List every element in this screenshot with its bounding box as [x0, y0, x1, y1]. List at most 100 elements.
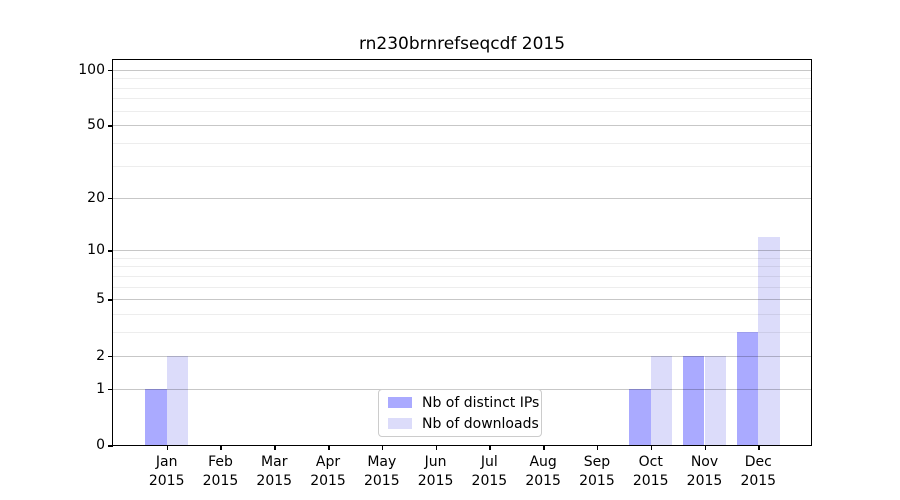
bar-downloads — [166, 355, 189, 445]
bar-distinct-ips — [145, 388, 167, 445]
x-tick-label: Jul 2015 — [454, 453, 524, 491]
x-tick-label: Jun 2015 — [401, 453, 471, 491]
bar-downloads — [704, 355, 727, 445]
x-tick-year: 2015 — [579, 473, 615, 489]
x-tick-year: 2015 — [310, 473, 346, 489]
x-tick-month: Nov — [690, 454, 719, 470]
gridline-minor — [113, 165, 811, 167]
y-tick-label: 100 — [78, 61, 105, 78]
x-tick — [543, 445, 545, 450]
y-tick — [108, 197, 113, 199]
gridline-minor — [113, 257, 811, 259]
gridline-minor — [113, 286, 811, 288]
y-tick — [108, 355, 113, 358]
x-tick — [274, 445, 276, 450]
gridline-major — [113, 197, 811, 199]
x-tick-year: 2015 — [256, 473, 293, 489]
x-tick-month: Apr — [315, 454, 341, 470]
x-tick-year: 2015 — [417, 473, 454, 489]
gridline-minor — [113, 78, 811, 80]
x-tick-month: Jun — [424, 454, 447, 470]
y-tick-label: 2 — [96, 347, 105, 364]
bar-distinct-ips — [629, 388, 651, 445]
x-tick-label: Mar 2015 — [239, 453, 309, 491]
x-tick — [758, 445, 760, 450]
legend-label-distinct-ips: Nb of distinct IPs — [422, 394, 540, 411]
bar-downloads — [758, 236, 780, 445]
gridline-minor — [113, 143, 811, 145]
y-tick — [108, 299, 113, 301]
gridline-major — [113, 69, 811, 71]
x-tick-label: Sep 2015 — [562, 453, 632, 491]
x-tick-month: Feb — [208, 454, 233, 470]
x-tick-year: 2015 — [202, 473, 239, 489]
bar-distinct-ips — [736, 332, 759, 445]
legend-item-downloads: Nb of downloads — [388, 415, 539, 432]
legend-item-distinct-ips: Nb of distinct IPs — [388, 394, 539, 411]
x-tick-month: Mar — [261, 454, 288, 470]
x-tick-label: May 2015 — [347, 453, 417, 491]
x-tick-label: Dec 2015 — [723, 453, 793, 491]
bar-downloads — [650, 355, 673, 445]
x-tick-label: Nov 2015 — [670, 453, 740, 491]
legend: Nb of distinct IPs Nb of downloads — [378, 389, 542, 437]
gridline-major — [113, 299, 811, 301]
x-tick-month: Aug — [529, 454, 557, 470]
plot-area — [113, 60, 811, 445]
gridline-minor — [113, 110, 811, 112]
x-tick — [220, 445, 222, 450]
x-tick-year: 2015 — [525, 473, 561, 489]
y-tick — [108, 445, 113, 447]
gridline-minor — [113, 275, 811, 277]
x-tick-month: Jan — [155, 454, 178, 470]
gridline-major — [113, 125, 811, 127]
x-tick-year: 2015 — [471, 473, 508, 489]
x-tick-label: Apr 2015 — [293, 453, 363, 491]
x-tick — [166, 445, 169, 450]
x-tick-label: Jan 2015 — [132, 453, 202, 491]
gridline-major — [113, 355, 811, 357]
y-tick-label: 5 — [96, 291, 105, 308]
x-tick-month: Oct — [638, 454, 663, 470]
x-tick-month: Dec — [744, 454, 772, 470]
y-tick-label: 0 — [96, 437, 105, 453]
gridline-major — [113, 250, 811, 252]
x-tick-label: Aug 2015 — [508, 453, 578, 491]
y-tick — [108, 69, 113, 72]
y-tick-label: 50 — [87, 117, 105, 134]
y-tick — [108, 250, 113, 252]
x-tick-year: 2015 — [148, 473, 185, 489]
y-tick — [108, 125, 113, 127]
y-tick-label: 10 — [87, 242, 105, 259]
y-tick-label: 20 — [87, 189, 105, 206]
y-tick — [108, 388, 113, 391]
x-tick-month: Sep — [583, 454, 611, 470]
x-tick — [435, 445, 438, 450]
gridline-minor — [113, 332, 811, 334]
x-tick-year: 2015 — [686, 473, 723, 489]
x-tick-year: 2015 — [740, 473, 777, 489]
chart-title: rn230brnrefseqcdf 2015 — [358, 34, 566, 54]
gridline-minor — [113, 266, 811, 268]
gridline-minor — [113, 314, 811, 316]
bar-distinct-ips — [682, 355, 705, 445]
x-tick-label: Feb 2015 — [185, 453, 255, 491]
gridline-minor — [113, 87, 811, 89]
gridline-minor — [113, 98, 811, 100]
x-tick — [596, 445, 599, 450]
x-tick-month: Jul — [480, 454, 498, 470]
y-tick-label: 1 — [96, 380, 105, 397]
x-tick-month: May — [367, 454, 397, 470]
legend-swatch-distinct-ips-icon — [388, 397, 412, 408]
legend-swatch-downloads-icon — [388, 418, 412, 429]
legend-label-downloads: Nb of downloads — [422, 415, 539, 432]
x-tick — [381, 445, 384, 450]
x-tick — [489, 445, 491, 450]
x-tick-year: 2015 — [363, 473, 400, 489]
x-tick — [650, 445, 653, 450]
x-tick — [328, 445, 330, 450]
x-tick — [704, 445, 706, 450]
x-tick-label: Oct 2015 — [616, 453, 686, 491]
x-tick-year: 2015 — [632, 473, 669, 489]
